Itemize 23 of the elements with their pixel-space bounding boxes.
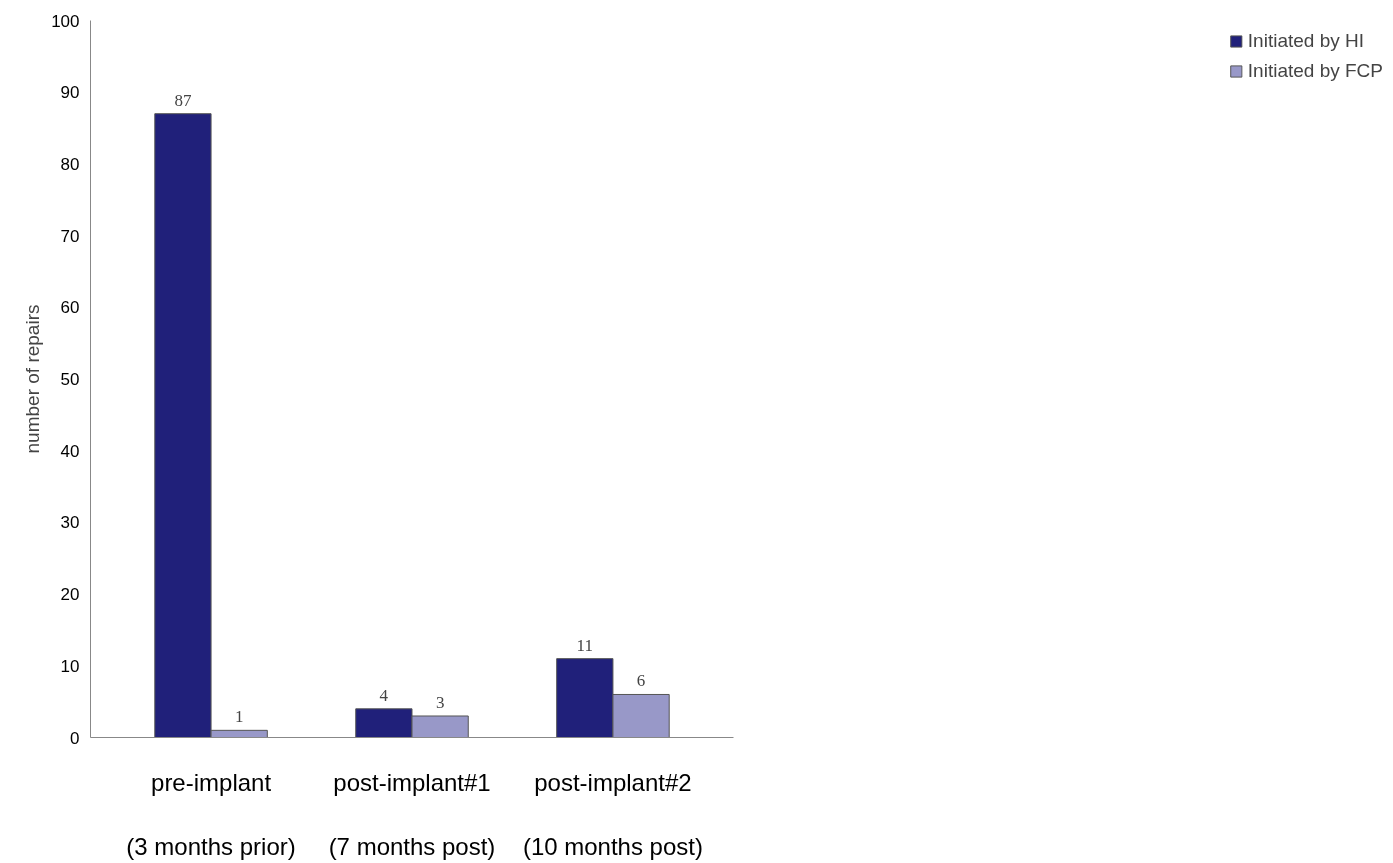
y-tick-label: 100 [51, 11, 80, 31]
y-tick-label: 60 [60, 298, 80, 318]
y-tick-label: 70 [60, 226, 80, 246]
category-label: post-implant#2 (10 months post) [522, 768, 703, 861]
category-label: post-implant#1 (7 months post) [328, 768, 496, 861]
y-tick-label: 40 [60, 441, 80, 461]
data-label: 4 [379, 685, 389, 705]
y-tick-label: 30 [60, 513, 80, 533]
data-label: 6 [636, 671, 646, 691]
legend-label: Initiated by HI [1247, 30, 1364, 52]
y-tick-label: 10 [60, 656, 80, 676]
legend-label: Initiated by FCP [1247, 60, 1383, 82]
data-label: 3 [435, 692, 445, 712]
y-tick-label: 20 [60, 585, 80, 605]
y-tick-label: 90 [60, 83, 80, 103]
data-label: 87 [174, 90, 192, 110]
data-label: 1 [234, 707, 244, 727]
y-tick-label: 50 [60, 370, 80, 389]
y-tick-label: 0 [70, 728, 80, 748]
data-label: 11 [576, 635, 593, 655]
y-tick-label: 80 [60, 154, 80, 174]
y-axis-title: number of repairs [22, 304, 44, 454]
category-label: pre-implant (3 months prior) [126, 768, 296, 861]
